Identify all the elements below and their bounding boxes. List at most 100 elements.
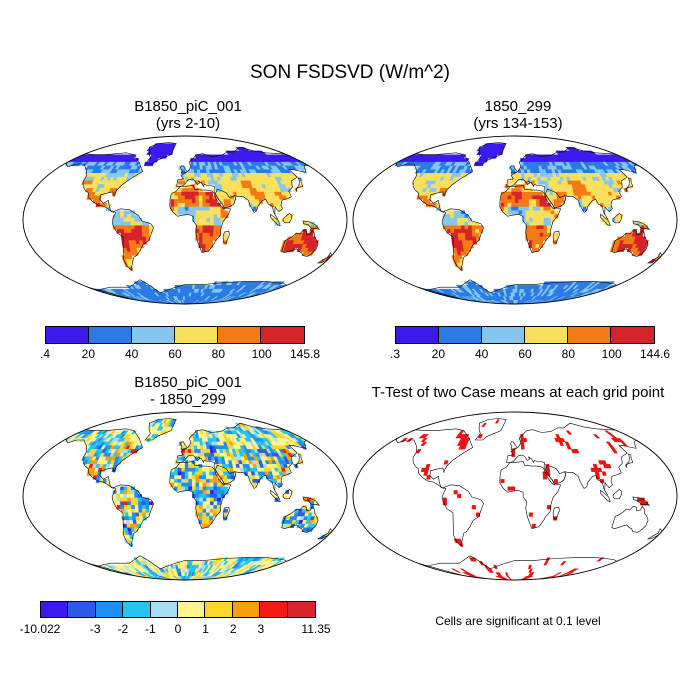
map-grid-cell xyxy=(177,471,182,476)
map-grid-cell xyxy=(285,493,290,499)
map-grid-cell xyxy=(521,173,525,178)
map-grid-cell xyxy=(190,441,195,446)
map-grid-cell xyxy=(219,195,224,200)
panel1-title: B1850_piC_001 (yrs 2-10) xyxy=(28,98,348,132)
coastline-madagascar xyxy=(552,506,560,520)
map-grid-cell xyxy=(427,572,444,577)
map-grid-cell xyxy=(119,493,125,499)
map-grid-cell xyxy=(79,288,91,294)
map-grid-cell xyxy=(206,501,211,506)
map-grid-cell xyxy=(141,505,147,510)
map-grid-cell xyxy=(216,486,222,491)
map-grid-cell xyxy=(464,225,469,230)
map-grid-cell xyxy=(216,225,222,230)
map-grid-cell xyxy=(213,210,218,215)
colorbar-tick-label: 100 xyxy=(601,347,622,361)
map-grid-cell xyxy=(195,210,200,215)
map-grid-cell xyxy=(227,202,232,208)
map-grid-cell xyxy=(188,202,193,208)
map-grid-cell xyxy=(116,221,121,226)
map-grid-cell xyxy=(209,471,214,476)
map-grid-cell xyxy=(285,217,290,223)
map-grid-cell xyxy=(184,482,189,487)
map-grid-cell xyxy=(90,292,104,297)
map-grid-cell xyxy=(184,188,189,193)
map-grid-cell xyxy=(170,478,175,484)
map-grid-cell xyxy=(517,169,522,174)
map-grid-cell xyxy=(116,490,121,495)
map-grid-cell xyxy=(182,572,186,577)
map-grid-cell xyxy=(191,449,195,454)
map-grid-cell xyxy=(559,561,567,566)
coastline-southAmerica xyxy=(441,484,484,548)
map-grid-cell xyxy=(420,292,434,297)
map-grid-cell xyxy=(134,217,139,223)
map-grid-cell xyxy=(202,225,207,230)
map-grid-cell xyxy=(520,165,525,170)
map-grid-cell xyxy=(630,158,641,163)
map-grid-cell xyxy=(514,199,519,204)
map-grid-cell xyxy=(521,199,526,204)
map-grid-cell xyxy=(423,471,429,476)
map-grid-cell xyxy=(188,467,193,472)
map-grid-cell xyxy=(187,173,192,178)
map-grid-cell xyxy=(539,236,544,241)
map-grid-cell xyxy=(199,217,204,223)
map-grid-cell xyxy=(195,202,200,208)
map-grid-cell xyxy=(134,229,139,234)
map-grid-cell xyxy=(453,221,458,226)
map-grid-cell xyxy=(454,232,459,238)
map-grid-cell xyxy=(182,296,186,301)
map-grid-cell xyxy=(536,229,541,234)
map-grid-cell xyxy=(127,486,132,491)
map-grid-cell xyxy=(216,210,222,215)
map-grid-cell xyxy=(255,202,261,208)
map-grid-cell xyxy=(97,572,114,577)
map-grid-cell xyxy=(597,467,603,472)
map-grid-cell xyxy=(195,471,200,476)
map-grid-cell xyxy=(130,501,136,506)
map-grid-cell xyxy=(230,475,235,480)
map-grid-cell xyxy=(392,281,404,286)
map-grid-cell xyxy=(190,169,195,174)
map-grid-cell xyxy=(138,232,143,238)
map-grid-cell xyxy=(599,478,605,484)
map-grid-cell xyxy=(543,217,548,223)
map-grid-cell xyxy=(209,505,214,510)
map-grid-cell xyxy=(182,288,186,294)
map-grid-cell xyxy=(205,240,210,245)
map-grid-cell xyxy=(504,202,509,208)
colorbar-swatch xyxy=(175,327,218,343)
map-grid-cell xyxy=(469,240,474,245)
map-grid-cell xyxy=(216,482,222,487)
map-grid-cell xyxy=(294,154,305,159)
colorbar-swatch xyxy=(46,327,89,343)
map-grid-cell xyxy=(199,225,204,230)
map-grid-cell xyxy=(213,217,218,223)
map-grid-cell xyxy=(422,292,436,297)
map-grid-cell xyxy=(500,478,505,484)
map-grid-cell xyxy=(226,475,232,480)
colorbar-tick-label: .3 xyxy=(389,347,401,361)
map-grid-cell xyxy=(416,568,430,573)
map-grid-cell xyxy=(123,490,128,495)
map-grid-cell xyxy=(206,486,211,491)
map-border xyxy=(352,135,678,305)
map-grid-cell xyxy=(543,202,548,208)
map-grid-cell xyxy=(209,202,214,208)
map-grid-cell xyxy=(532,236,537,241)
map-grid-cell xyxy=(545,467,551,472)
map-grid-cell xyxy=(543,225,548,230)
map-grid-cell xyxy=(512,296,516,301)
panel2-title-line1: 1850_299 xyxy=(484,98,552,115)
map-grid-cell xyxy=(206,505,211,510)
map-grid-cell xyxy=(585,202,591,208)
map-grid-cell xyxy=(199,486,204,491)
map-grid-cell xyxy=(141,497,146,502)
map-grid-cell xyxy=(206,482,211,487)
map-grid-cell xyxy=(226,199,232,204)
map-grid-cell xyxy=(511,300,515,304)
map-grid-cell xyxy=(92,568,106,573)
map-grid-cell xyxy=(426,195,432,200)
map-grid-cell xyxy=(127,225,132,230)
